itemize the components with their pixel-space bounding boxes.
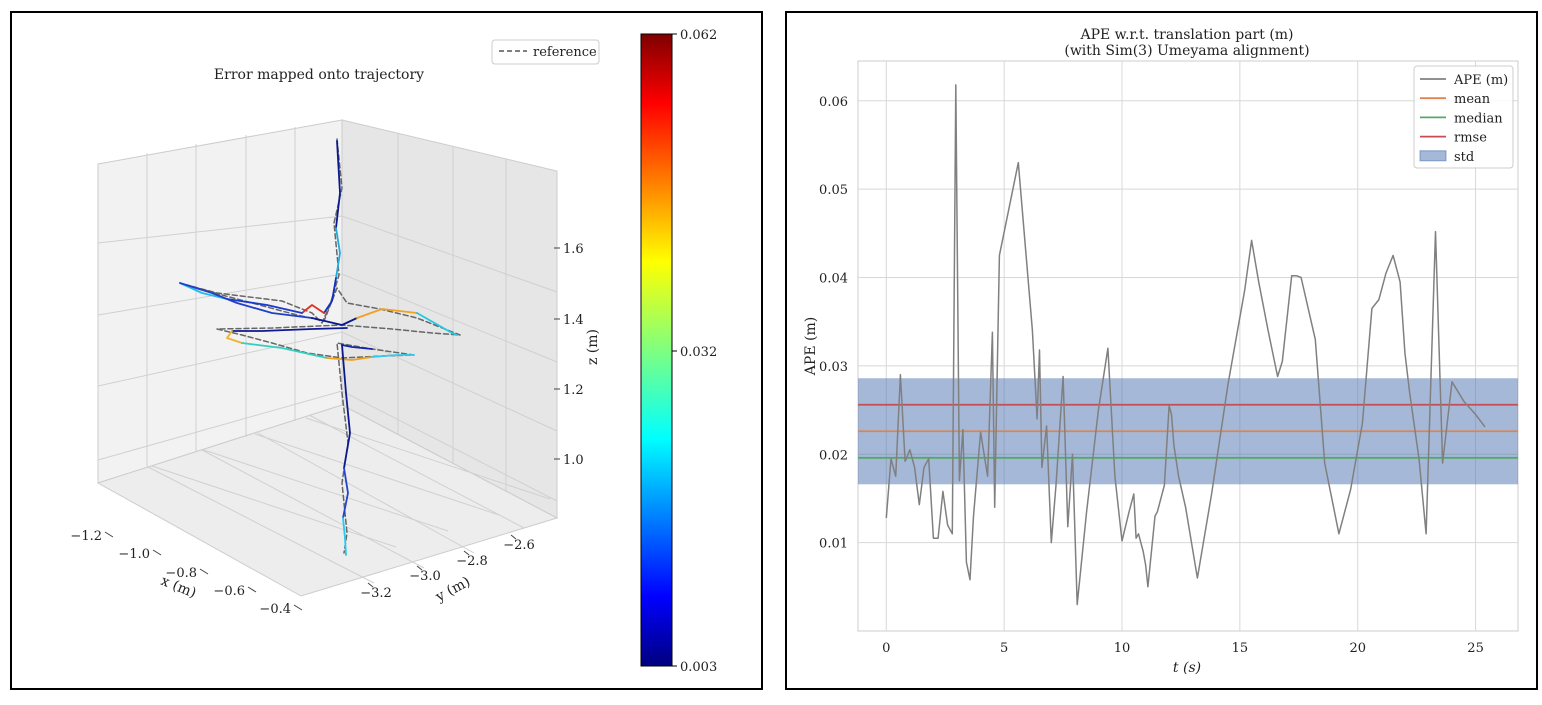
legend-std-swatch [1419, 150, 1447, 162]
ape-line [885, 84, 1486, 606]
ape-series [858, 84, 1518, 606]
ape-y-tick-label: 0.06 [819, 95, 848, 110]
ape-x-ticks: 0 5 10 15 20 25 [882, 641, 1484, 656]
estimated-trajectory-segment [301, 304, 325, 314]
y-tick-label: −3.0 [409, 569, 441, 584]
trajectory-3d-plot: Error mapped onto trajectory −1.2 −1.0 −0.… [70, 28, 717, 675]
x-tick-label: −1.0 [118, 547, 150, 562]
ape-x-axis-label: t (s) [1173, 660, 1201, 676]
ape-x-tick-label: 25 [1467, 641, 1484, 656]
estimated-trajectory-segment [342, 467, 349, 519]
z-tick-label: 1.2 [563, 383, 584, 398]
ape-panel: APE w.r.t. translation part (m) (with Si… [785, 11, 1538, 690]
y-tick-label: −2.8 [456, 554, 488, 569]
legend-label: APE (m) [1453, 73, 1508, 88]
ape-y-tick-label: 0.05 [819, 183, 848, 198]
grid-3d [97, 127, 558, 584]
trajectory-legend: reference [491, 39, 600, 65]
ape-y-tick-label: 0.04 [819, 272, 848, 287]
legend-label: std [1454, 150, 1474, 165]
trajectory-lines [179, 138, 461, 556]
trajectory-plot-title: Error mapped onto trajectory [214, 67, 424, 83]
ape-y-ticks: 0.01 0.02 0.03 0.04 0.05 0.06 [819, 95, 848, 552]
z-axis-label: z (m) [585, 329, 601, 365]
ape-plot: APE w.r.t. translation part (m) (with Si… [803, 27, 1519, 676]
colorbar-tick-label: 0.032 [680, 345, 717, 360]
legend-reference-label: reference [533, 45, 597, 60]
ape-legend: APE (m) mean median rmse std [1413, 65, 1514, 169]
estimated-trajectory-segment [371, 354, 415, 358]
estimated-trajectory-segment [342, 517, 347, 556]
estimated-trajectory-segment [335, 140, 341, 229]
x-tick-label: −0.4 [259, 602, 291, 617]
y-axis-ticks: −3.2 −3.0 −2.8 −2.6 [360, 534, 535, 601]
y-tick-label: −3.2 [360, 586, 392, 601]
reference-trajectory [186, 138, 461, 554]
colorbar-tick-label: 0.062 [680, 28, 717, 43]
ape-plot-subtitle: (with Sim(3) Umeyama alignment) [1064, 43, 1309, 59]
legend-label: median [1454, 111, 1503, 126]
legend-label: rmse [1454, 131, 1487, 146]
ape-x-tick-label: 5 [1000, 641, 1008, 656]
estimated-trajectory-segment [226, 298, 303, 314]
estimated-trajectory-segment [416, 312, 458, 336]
estimated-trajectory-segment [179, 282, 228, 300]
x-tick-label: −1.2 [70, 529, 102, 544]
x-tick-label: −0.8 [165, 566, 197, 581]
estimated-trajectory-segment [226, 330, 243, 344]
x-tick-label: −0.6 [213, 584, 245, 599]
estimated-trajectory-segment [241, 342, 328, 359]
z-tick-label: 1.4 [563, 313, 584, 328]
estimated-trajectory-segment [341, 344, 373, 350]
ape-plot-area [857, 60, 1519, 632]
estimated-trajectory-segment [311, 317, 358, 326]
estimated-trajectory-segment [356, 308, 418, 319]
z-axis-ticks: 1.0 1.2 1.4 1.6 [554, 242, 584, 468]
ape-x-tick-label: 20 [1349, 641, 1366, 656]
colorbar-tick-label: 0.003 [680, 660, 717, 675]
estimated-trajectory-segment [335, 227, 341, 279]
ape-x-tick-label: 10 [1114, 641, 1131, 656]
ape-y-axis-label: APE (m) [803, 317, 819, 376]
estimated-trajectory-segment [179, 282, 313, 319]
estimated-trajectory-segment [326, 356, 373, 361]
ape-legend-frame [1413, 65, 1514, 169]
estimated-trajectory-segment [341, 344, 351, 469]
ape-plot-title: APE w.r.t. translation part (m) [1079, 27, 1293, 43]
ape-x-tick-label: 0 [882, 641, 890, 656]
estimated-trajectory-segment [231, 327, 348, 332]
legend-label: mean [1454, 92, 1491, 107]
ape-y-tick-label: 0.02 [819, 448, 848, 463]
z-tick-label: 1.0 [563, 453, 584, 468]
colorbar-ticks: 0.062 0.032 0.003 [672, 28, 717, 675]
z-tick-label: 1.6 [563, 242, 584, 257]
trajectory-3d-panel: Error mapped onto trajectory −1.2 −1.0 −0.… [10, 11, 763, 690]
y-tick-label: −2.6 [503, 538, 535, 553]
colorbar [640, 33, 673, 667]
ape-y-tick-label: 0.01 [819, 537, 848, 552]
ape-x-tick-label: 15 [1232, 641, 1249, 656]
ape-y-tick-label: 0.03 [819, 360, 848, 375]
estimated-trajectory-segment [323, 277, 337, 314]
x-axis-ticks: −1.2 −1.0 −0.8 −0.6 −0.4 [70, 529, 303, 617]
